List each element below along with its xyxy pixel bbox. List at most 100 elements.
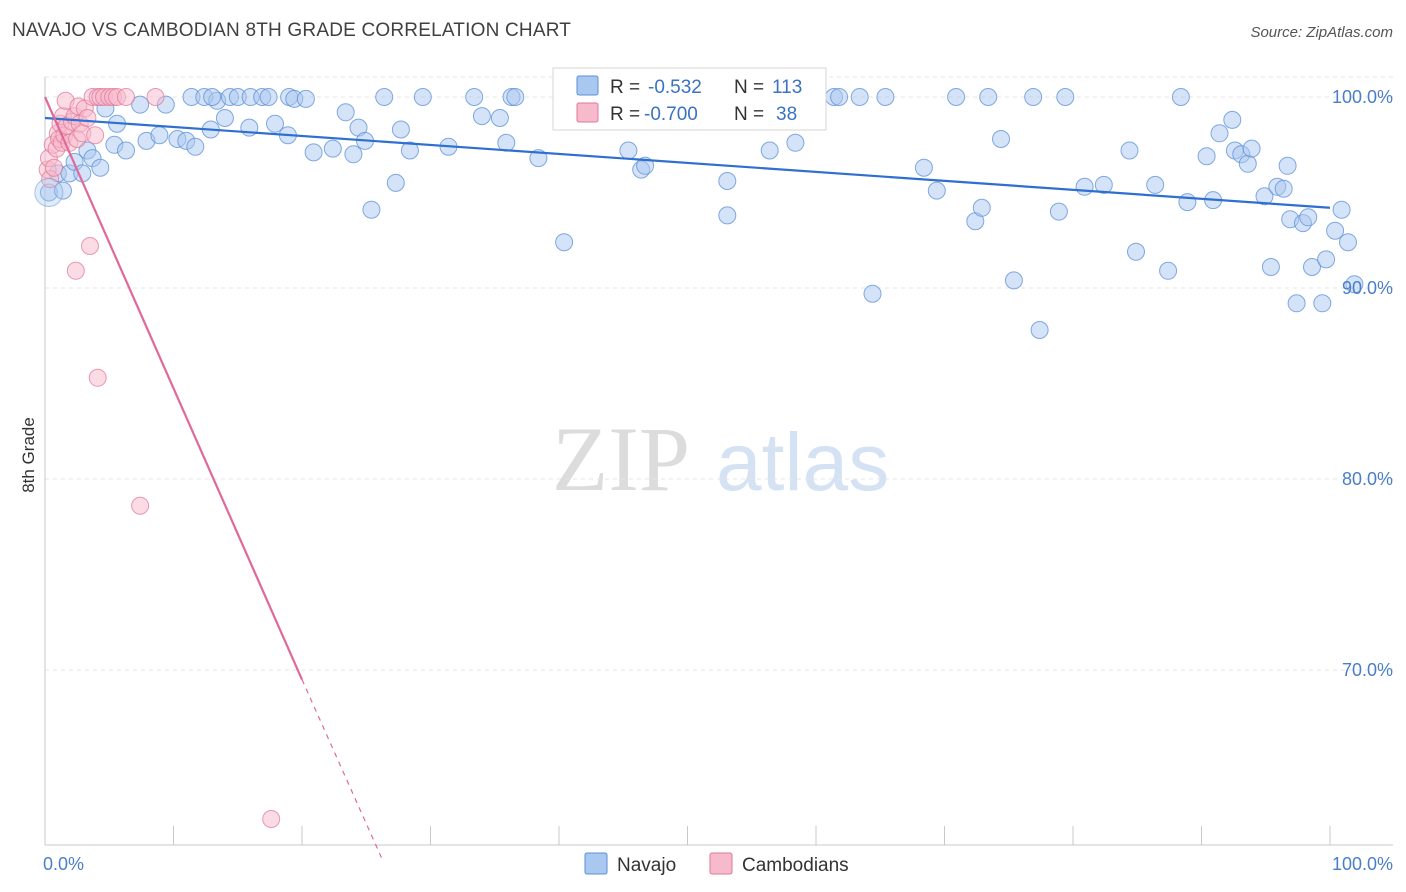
point-navajo [1094,175,1113,194]
y-tick-label: 70.0% [1342,660,1393,680]
point-navajo [1120,141,1139,160]
point-navajo [555,233,574,252]
y-axis-label: 8th Grade [19,417,38,493]
point-navajo [304,143,323,162]
point-navajo [386,173,405,192]
point-navajo [863,284,882,303]
point-navajo [1339,233,1357,252]
y-tick-label: 90.0% [1342,278,1393,298]
trend-lines [43,96,1331,862]
point-navajo [203,88,222,106]
point-navajo [992,130,1010,148]
legend-swatch-cambodians [576,102,599,123]
point-navajo [1242,139,1261,158]
legend-swatch-navajo [576,75,599,96]
point-navajo [150,126,169,145]
bottom-legend-label-navajo: Navajo [617,855,676,876]
legend-n-value-2: 38 [776,104,797,125]
point-navajo [1303,258,1321,276]
point-navajo [1326,221,1345,240]
point-navajo [1004,271,1023,290]
point-navajo [636,156,655,175]
point-navajo [1178,193,1197,212]
legend-r-value-2: -0.700 [644,104,698,125]
point-navajo [1317,250,1336,269]
point-navajo [1146,175,1165,194]
point-navajo [850,88,869,106]
bottom-legend: Navajo Cambodians [584,852,849,876]
point-navajo [506,88,525,106]
point-navajo [1030,321,1049,339]
point-navajo [947,88,966,106]
bottom-legend-label-cambodians: Cambodians [742,855,849,876]
point-navajo [259,88,278,106]
legend-n-label-2: N = [734,104,764,125]
point-navajo [215,109,234,127]
chart-title: NAVAJO VS CAMBODIAN 8TH GRADE CORRELATIO… [12,20,572,41]
data-points [34,88,1364,828]
point-navajo [1278,156,1297,175]
point-navajo [972,198,991,217]
trendline-cambodians [43,96,304,680]
trendline-cambodians-dashed [301,679,384,862]
legend-n-label-1: N = [734,77,764,98]
point-cambodians [117,88,135,106]
point-navajo [1197,147,1216,166]
point-navajo [336,103,355,122]
point-navajo [1287,294,1306,313]
point-navajo [1159,261,1178,280]
bottom-legend-swatch-navajo [584,852,608,875]
point-navajo [786,133,805,152]
x-tick-label: 0.0% [43,854,84,874]
point-navajo [718,206,737,225]
legend-box: R = -0.532 N = 113 R = -0.700 N = 38 [552,67,827,131]
x-tick-label: 100.0% [1332,854,1393,874]
point-cambodians [131,496,150,515]
point-navajo [914,158,933,177]
point-cambodians [81,237,99,255]
point-navajo [413,88,432,106]
point-navajo [344,145,363,164]
point-navajo [1313,294,1332,313]
point-navajo [296,89,315,108]
point-navajo [927,181,946,200]
watermark-atlas: atlas [716,417,889,508]
point-navajo [1274,179,1293,198]
point-navajo [1345,275,1364,294]
trendline-navajo [44,116,1331,209]
point-navajo [323,139,342,158]
legend-r-label-2: R = [610,104,640,125]
point-navajo [1255,187,1274,206]
bottom-legend-swatch-cambodians [709,852,733,875]
point-navajo [131,95,150,114]
point-navajo [1238,154,1257,173]
point-navajo [1049,202,1068,221]
point-navajo [490,109,509,127]
point-cambodians [45,158,63,177]
legend-r-label-1: R = [610,77,640,98]
point-cambodians [146,88,165,106]
point-navajo [266,114,284,133]
point-navajo [400,141,419,160]
point-navajo [1210,124,1229,143]
point-navajo [1332,200,1351,219]
point-navajo [1171,88,1190,106]
point-navajo [1024,88,1043,106]
point-navajo [472,107,491,126]
point-navajo [1299,208,1318,227]
point-cambodians [86,126,105,145]
point-navajo [117,141,135,160]
point-navajo [375,88,394,106]
point-cambodians [88,368,107,387]
point-navajo [362,200,381,219]
point-navajo [1056,88,1075,106]
point-navajo [1127,242,1145,261]
point-navajo [619,141,638,160]
legend-r-value-1: -0.532 [648,77,702,98]
point-navajo [830,88,849,106]
y-tick-label: 100.0% [1332,87,1393,107]
point-navajo [718,172,737,190]
point-navajo [1075,177,1094,196]
point-cambodians [262,810,281,828]
